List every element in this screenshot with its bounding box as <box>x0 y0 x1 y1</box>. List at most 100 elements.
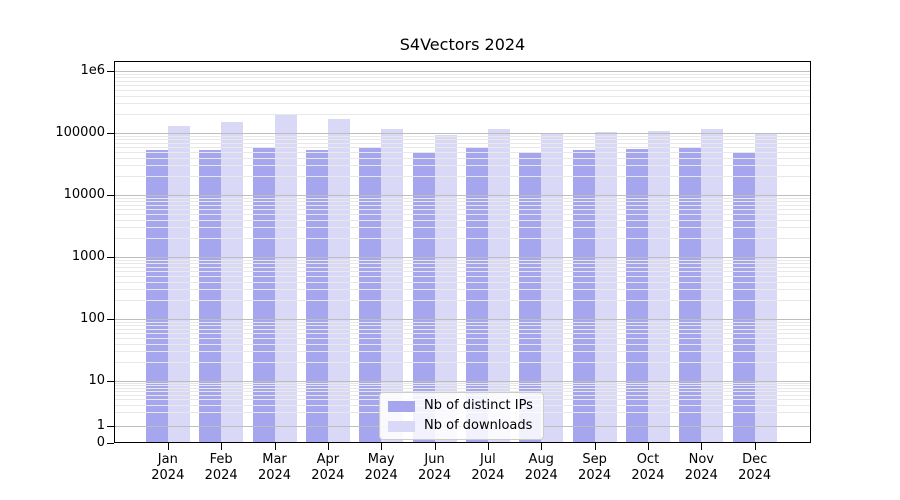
gridline-minor <box>114 343 811 345</box>
chart-title: S4Vectors 2024 <box>399 35 526 54</box>
gridline-minor <box>114 390 811 392</box>
gridline-minor <box>114 266 811 268</box>
bar-distinct-ips-jul <box>465 147 488 443</box>
legend-swatch-distinct-ips <box>388 400 415 412</box>
gridline-minor <box>114 84 811 86</box>
gridline-minor <box>114 77 811 78</box>
gridline-minor <box>114 176 811 178</box>
bar-distinct-ips-nov <box>679 147 702 443</box>
gridline-major <box>114 133 811 134</box>
x-tick-mark <box>327 443 329 450</box>
gridline-minor <box>114 89 811 91</box>
gridline-minor <box>114 321 811 323</box>
bar-distinct-ips-mar <box>252 147 275 443</box>
gridline-minor <box>114 135 811 137</box>
gridline-minor <box>114 219 811 221</box>
bar-downloads-dec <box>754 134 777 443</box>
gridline-minor <box>114 259 811 261</box>
bar-distinct-ips-may <box>359 147 382 443</box>
gridline-minor <box>114 73 811 75</box>
x-tick-label: Feb 2024 <box>204 452 238 483</box>
bar-distinct-ips-feb <box>199 150 222 443</box>
gridline-minor <box>114 227 811 229</box>
gridline-minor <box>114 281 811 283</box>
bar-distinct-ips-sep <box>572 150 595 443</box>
bar-downloads-nov <box>701 129 724 443</box>
grid-layer <box>114 61 811 443</box>
gridline-major <box>114 257 811 258</box>
y-tick-label: 0 <box>96 435 105 450</box>
legend-swatch-downloads <box>388 420 415 432</box>
gridline-minor <box>114 351 811 353</box>
gridline-minor <box>114 201 811 202</box>
x-tick-label: Oct 2024 <box>631 452 665 483</box>
legend-item-distinct-ips: Nb of distinct IPs <box>388 398 533 414</box>
gridline-minor <box>114 146 811 148</box>
gridline-minor <box>114 142 811 144</box>
gridline-minor <box>114 114 811 116</box>
x-tick-label: Mar 2024 <box>257 452 292 483</box>
gridline-minor <box>114 151 811 153</box>
legend-label: Nb of downloads <box>424 418 533 433</box>
y-tick-label: 100000 <box>55 125 105 140</box>
gridline-minor <box>114 208 811 210</box>
gridline-minor <box>114 103 811 105</box>
y-tick-mark <box>107 133 114 134</box>
gridline-minor <box>114 300 811 302</box>
x-tick-mark <box>541 443 543 450</box>
gridline-minor <box>114 238 811 240</box>
bar-distinct-ips-jan <box>145 150 168 443</box>
x-tick-mark <box>487 443 489 450</box>
y-tick-label: 100 <box>80 311 105 326</box>
gridline-minor <box>114 80 811 82</box>
gridline-minor <box>114 325 811 326</box>
gridline-minor <box>114 213 811 215</box>
y-tick-mark <box>107 71 114 72</box>
gridline-minor <box>114 362 811 364</box>
y-tick-mark <box>107 319 114 320</box>
y-tick-label: 1e6 <box>80 63 105 78</box>
y-tick-mark <box>107 381 114 382</box>
gridline-major <box>114 319 811 320</box>
gridline-minor <box>114 204 811 206</box>
gridline-minor <box>114 165 811 167</box>
x-tick-label: May 2024 <box>364 452 398 483</box>
y-tick-label: 1 <box>96 418 105 433</box>
gridline-major <box>114 71 811 72</box>
gridline-minor <box>114 337 811 339</box>
x-tick-mark <box>381 443 383 450</box>
gridline-minor <box>114 263 811 264</box>
bar-downloads-may <box>381 129 404 443</box>
x-tick-mark <box>754 443 756 450</box>
x-tick-label: Aug 2024 <box>524 452 558 483</box>
y-tick-mark <box>107 426 114 427</box>
gridline-major <box>114 381 811 382</box>
x-tick-label: Dec 2024 <box>738 452 772 483</box>
gridline-minor <box>114 289 811 291</box>
gridline-minor <box>114 139 811 140</box>
gridline-minor <box>114 383 811 385</box>
y-tick-label: 10000 <box>63 187 105 202</box>
bar-downloads-jun <box>434 134 457 443</box>
bar-distinct-ips-jun <box>412 152 435 443</box>
x-tick-label: Jul 2024 <box>471 452 505 483</box>
legend: Nb of distinct IPs Nb of downloads <box>379 392 544 440</box>
y-tick-label: 1000 <box>71 249 105 264</box>
legend-item-downloads: Nb of downloads <box>388 418 533 434</box>
gridline-minor <box>114 275 811 277</box>
y-tick-mark <box>107 443 114 444</box>
x-tick-mark <box>221 443 223 450</box>
gridline-minor <box>114 385 811 387</box>
gridline-minor <box>114 332 811 334</box>
bar-distinct-ips-dec <box>732 151 755 443</box>
gridline-minor <box>114 157 811 159</box>
x-tick-label: Jun 2024 <box>418 452 452 483</box>
bar-distinct-ips-aug <box>519 152 542 443</box>
y-tick-mark <box>107 257 114 258</box>
gridline-major <box>114 195 811 196</box>
x-tick-label: Sep 2024 <box>578 452 612 483</box>
bar-distinct-ips-apr <box>305 149 328 443</box>
gridline-minor <box>114 270 811 272</box>
plot-area <box>114 61 811 443</box>
